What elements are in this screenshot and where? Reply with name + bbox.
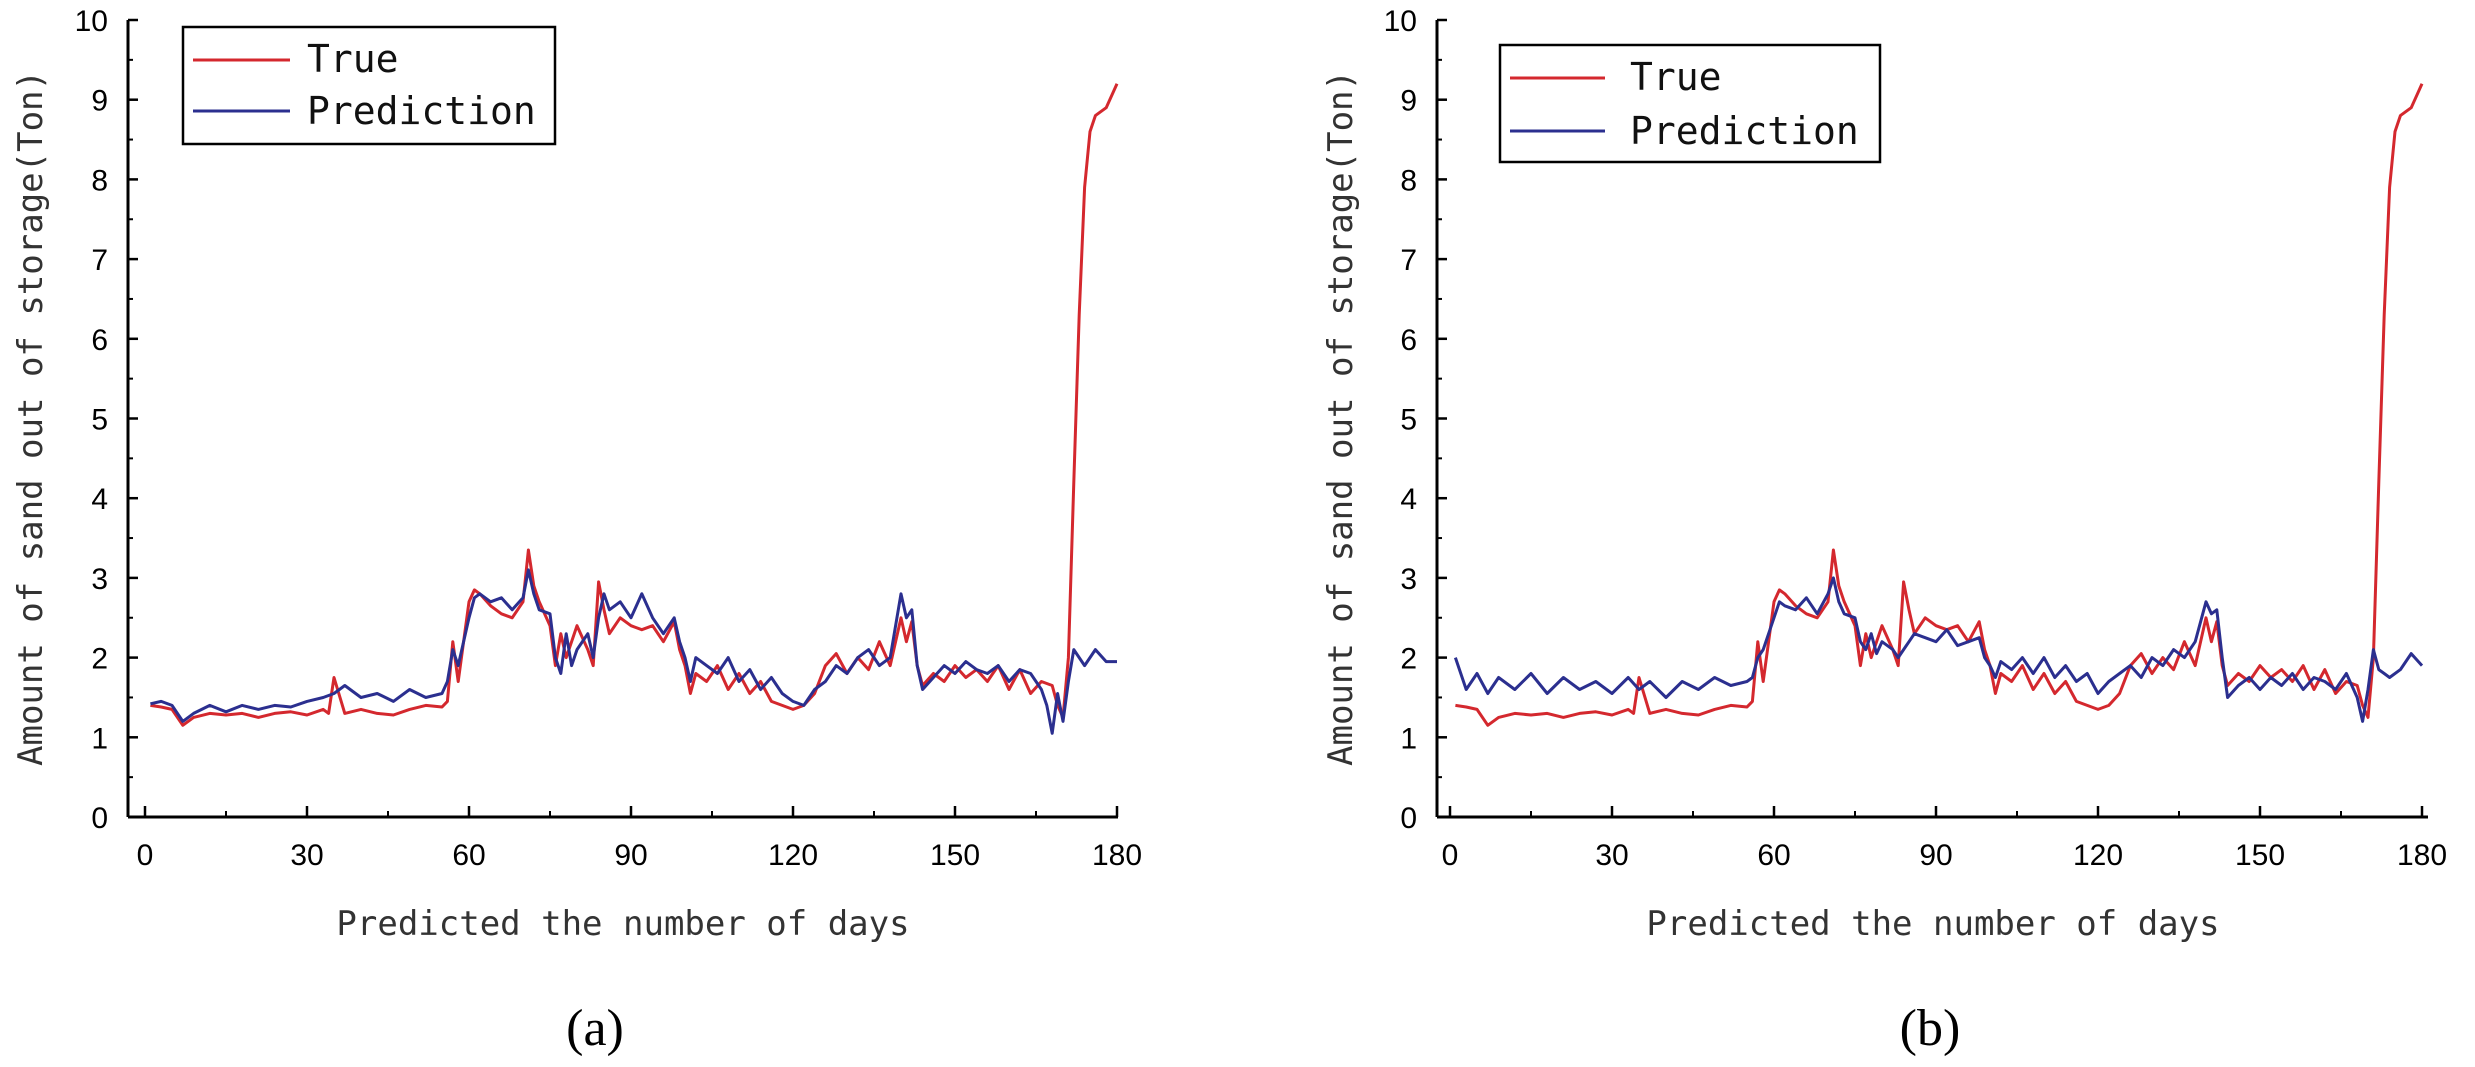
x-tick-label: 0 [137, 839, 154, 872]
y-tick-label: 8 [1400, 164, 1417, 197]
y-tick-label: 2 [91, 643, 108, 676]
x-axis-title: Predicted the number of days [336, 904, 909, 944]
x-tick-label: 150 [930, 839, 980, 872]
x-tick-label: 60 [452, 839, 485, 872]
y-tick-label: 1 [91, 722, 108, 755]
y-tick-label: 4 [91, 483, 108, 516]
x-tick-label: 30 [290, 839, 323, 872]
y-tick-label: 0 [1400, 802, 1417, 835]
legend-b: True Prediction [1498, 43, 1882, 164]
series-line-prediction [1453, 576, 2424, 723]
chart-panel-a: 0 1 2 3 4 5 6 7 8 9 10 0 30 60 90 120 150 180 Amount of … [11, 5, 1142, 1057]
x-tick-label: 180 [1092, 839, 1142, 872]
series-line-true [1455, 83, 2424, 727]
x-ticks-b: 0 30 60 90 120 150 180 [1442, 806, 2447, 872]
y-tick-label: 7 [1400, 244, 1417, 277]
x-axis-title: Predicted the number of days [1646, 904, 2219, 944]
y-tick-label: 9 [1400, 85, 1417, 118]
y-tick-label: 9 [91, 85, 108, 118]
x-tick-label: 120 [2073, 839, 2123, 872]
y-tick-label: 10 [75, 5, 108, 38]
y-tick-label: 3 [91, 563, 108, 596]
legend-label-prediction: Prediction [1630, 109, 1859, 153]
x-tick-label: 150 [2235, 839, 2285, 872]
legend-label-true: True [1630, 55, 1722, 99]
y-tick-label: 5 [91, 404, 108, 437]
y-tick-label: 2 [1400, 643, 1417, 676]
series-line-prediction [150, 568, 1117, 735]
x-tick-label: 30 [1595, 839, 1628, 872]
x-tick-label: 120 [768, 839, 818, 872]
y-tick-label: 6 [1400, 324, 1417, 357]
legend-box [181, 25, 557, 146]
legend-label-true: True [307, 37, 399, 81]
series-line-true [150, 83, 1119, 727]
legend-a: True Prediction [181, 25, 557, 146]
y-tick-label: 5 [1400, 404, 1417, 437]
chart-panel-b: 0 1 2 3 4 5 6 7 8 9 10 0 30 60 90 120 150 180 Amount of … [1321, 5, 2447, 1057]
y-tick-label: 3 [1400, 563, 1417, 596]
x-tick-label: 90 [614, 839, 647, 872]
x-ticks-a: 0 30 60 90 120 150 180 [137, 806, 1142, 872]
y-tick-label: 10 [1384, 5, 1417, 38]
series-layer-a [150, 83, 1119, 735]
y-axis-title: Amount of sand out of storage(Ton) [1321, 70, 1361, 766]
x-tick-label: 180 [2397, 839, 2447, 872]
x-tick-label: 90 [1919, 839, 1952, 872]
y-tick-label: 6 [91, 324, 108, 357]
y-tick-label: 0 [91, 802, 108, 835]
y-ticks-a: 0 1 2 3 4 5 6 7 8 9 10 [75, 5, 138, 835]
panel-label-b: (b) [1900, 1000, 1961, 1057]
x-tick-label: 0 [1442, 839, 1459, 872]
y-ticks-b: 0 1 2 3 4 5 6 7 8 9 10 [1384, 5, 1447, 835]
x-tick-label: 60 [1757, 839, 1790, 872]
y-tick-label: 1 [1400, 722, 1417, 755]
y-axis-title: Amount of sand out of storage(Ton) [11, 70, 51, 766]
legend-label-prediction: Prediction [307, 89, 536, 133]
legend-box [1498, 43, 1882, 164]
y-tick-label: 4 [1400, 483, 1417, 516]
y-tick-label: 7 [91, 244, 108, 277]
y-tick-label: 8 [91, 164, 108, 197]
series-layer-b [1453, 83, 2424, 727]
panel-label-a: (a) [566, 1000, 624, 1057]
